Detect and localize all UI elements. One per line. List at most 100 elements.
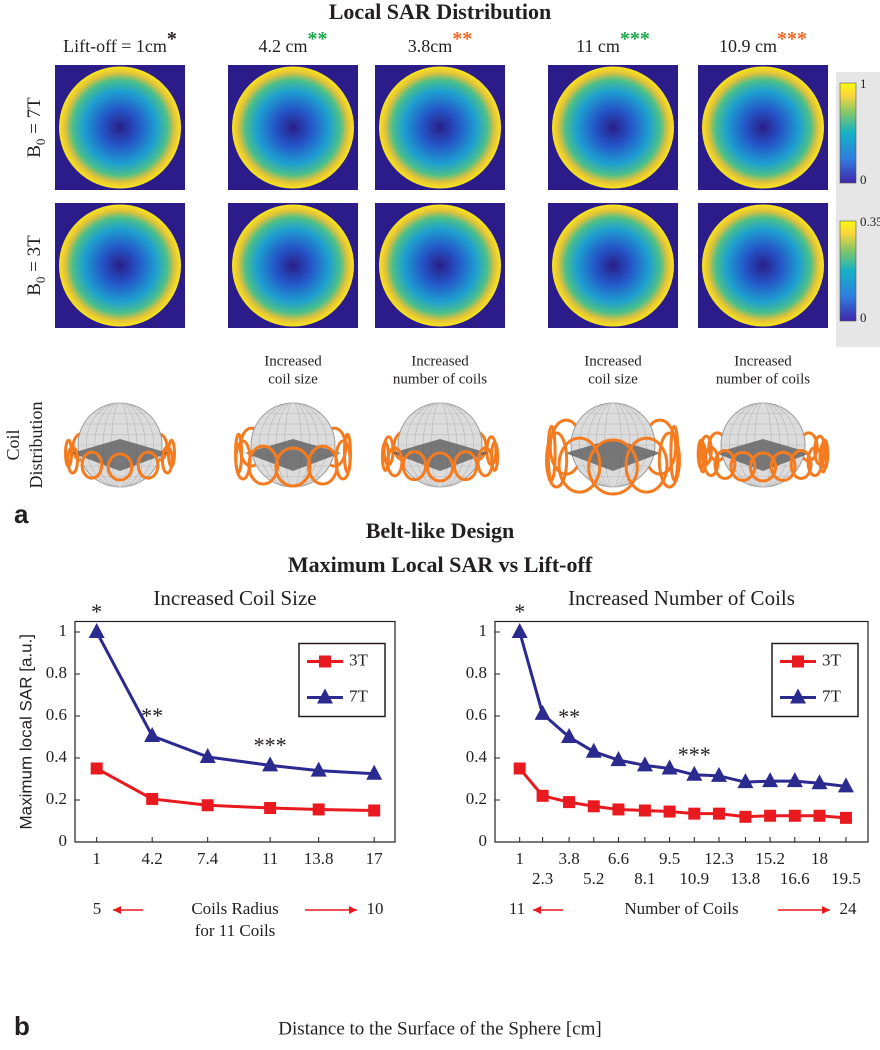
plane <box>565 439 661 471</box>
y-tick-label: 1 <box>59 621 68 640</box>
marker <box>368 804 381 817</box>
x-tick-label: 9.5 <box>659 849 680 868</box>
marker <box>511 623 528 638</box>
significance-mark: ** <box>308 28 328 50</box>
note-left: 11 <box>509 899 525 918</box>
significance-mark: *** <box>777 28 807 50</box>
marker <box>688 807 701 820</box>
coil <box>334 439 352 481</box>
marker <box>612 803 625 816</box>
marker <box>636 756 653 772</box>
x-tick-label: 17 <box>366 849 384 868</box>
note-left: 5 <box>93 899 102 918</box>
significance-mark: ** <box>452 28 472 50</box>
y-axis-label-text: Maximum local SAR [a.u.] <box>16 634 35 830</box>
annotation: * <box>91 599 102 624</box>
y-tick-label: 0.2 <box>466 789 487 808</box>
column-caption: number of coils <box>716 371 810 387</box>
plot-frame <box>494 620 869 843</box>
marker <box>811 774 828 790</box>
coil <box>702 446 720 478</box>
significance-mark: * <box>167 28 177 50</box>
coil <box>587 438 639 496</box>
marker <box>663 805 676 818</box>
column-caption: coil size <box>268 371 318 387</box>
coil <box>274 446 312 488</box>
y-tick-label: 0 <box>479 831 488 850</box>
row-label-text: B0 = 7T <box>24 97 48 158</box>
panel-label: b <box>14 1011 30 1041</box>
legend-label: 7T <box>349 686 369 705</box>
row-label: B0 = 7T <box>24 97 48 158</box>
row-label-text: B0 = 3T <box>24 235 48 296</box>
coil <box>769 450 797 482</box>
marker <box>366 764 383 780</box>
coil <box>789 448 813 480</box>
y-tick-label: 0 <box>59 831 68 850</box>
note-arrowhead <box>349 906 357 914</box>
marker <box>686 765 703 781</box>
panel-label: a <box>14 499 29 529</box>
sar-map-disc <box>552 204 674 327</box>
x-tick-label: 3.8 <box>558 849 579 868</box>
chart-title: Increased Number of Coils <box>568 586 795 610</box>
colorbar-tick: 0.35 <box>860 214 880 229</box>
legend-marker <box>790 688 806 704</box>
y-tick-label: 0.4 <box>466 747 488 766</box>
coil <box>80 450 104 480</box>
marker <box>513 762 526 775</box>
column-caption: number of coils <box>393 371 487 387</box>
colorbar-tick: 0 <box>860 310 867 325</box>
row-symbol: B <box>24 145 45 158</box>
y-tick-label: 0.8 <box>466 663 487 682</box>
x-tick-label: 18 <box>811 849 828 868</box>
column-label: Lift-off = 1cm* <box>63 28 177 57</box>
y-tick-label: 0.6 <box>46 705 67 724</box>
marker <box>201 799 214 812</box>
coil-label: Coil Distribution <box>3 401 46 488</box>
sar-map-disc <box>702 66 824 189</box>
x-axis-label: Distance to the Surface of the Sphere [c… <box>278 1018 601 1039</box>
panel-a-title: Local SAR Distribution <box>329 0 551 24</box>
marker <box>199 747 216 763</box>
x-tick-label: 16.6 <box>780 869 810 888</box>
coil-label-line: Distribution <box>26 401 46 488</box>
coil <box>729 450 757 482</box>
column-caption: coil size <box>588 371 638 387</box>
marker <box>813 809 826 822</box>
y-axis-label: Maximum local SAR [a.u.] <box>16 634 35 830</box>
marker <box>839 811 852 824</box>
column-caption: Increased <box>584 353 642 369</box>
legend <box>298 642 386 718</box>
x-tick-label: 15.2 <box>755 849 785 868</box>
marker <box>264 801 277 814</box>
panel-b-title: Maximum Local SAR vs Lift-off <box>288 552 593 577</box>
legend-marker <box>792 655 804 668</box>
marker <box>737 773 754 789</box>
annotation: ** <box>558 704 580 729</box>
marker <box>146 792 159 805</box>
marker <box>661 759 678 775</box>
coil <box>452 450 479 482</box>
legend <box>771 642 859 718</box>
note-arrowhead <box>533 906 541 914</box>
column-label-text: 4.2 cm <box>259 36 308 56</box>
x-tick-label: 13.8 <box>731 869 761 888</box>
coil <box>247 444 280 486</box>
marker <box>587 800 600 813</box>
coil <box>624 436 669 494</box>
column-label: 4.2 cm** <box>259 28 328 57</box>
row-subscript: 0 <box>33 139 48 146</box>
significance-mark: *** <box>620 28 650 50</box>
coil <box>136 450 160 480</box>
column-caption: Increased <box>411 353 469 369</box>
annotation: *** <box>254 732 287 757</box>
colorbar-tick: 0 <box>860 172 867 187</box>
x-tick-label: 8.1 <box>634 869 655 888</box>
row-label: B0 = 3T <box>24 235 48 296</box>
legend-label: 3T <box>349 650 369 669</box>
x-tick-label: 1 <box>515 849 524 868</box>
column-label-text: 10.9 cm <box>719 36 777 56</box>
coil <box>401 450 428 482</box>
